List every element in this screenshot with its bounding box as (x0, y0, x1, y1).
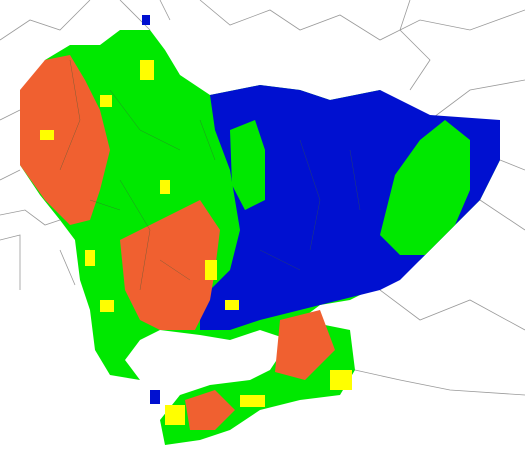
boundary-lines (0, 0, 525, 396)
yellow-cell (100, 95, 112, 107)
orange-region (20, 55, 110, 225)
yellow-patches (40, 60, 352, 425)
blue-cell (150, 390, 160, 404)
yellow-cell (85, 250, 95, 266)
outer-boundaries (0, 0, 525, 396)
yellow-cell (240, 395, 265, 407)
orange-region (120, 200, 220, 330)
orange-region (185, 390, 235, 430)
yellow-cell (140, 60, 154, 80)
green-patch (230, 120, 265, 210)
yellow-cell (100, 300, 114, 312)
raster-layer (20, 15, 500, 445)
yellow-cell (225, 300, 239, 310)
blue-cell (142, 15, 150, 25)
yellow-cell (165, 405, 185, 425)
green-patch (380, 120, 470, 255)
yellow-cell (40, 130, 54, 140)
yellow-cell (205, 260, 217, 280)
orange-region (275, 310, 335, 380)
inner-boundaries (59, 59, 361, 291)
yellow-cell (330, 370, 352, 390)
yellow-cell (160, 180, 170, 194)
municipal-lines (59, 59, 361, 291)
